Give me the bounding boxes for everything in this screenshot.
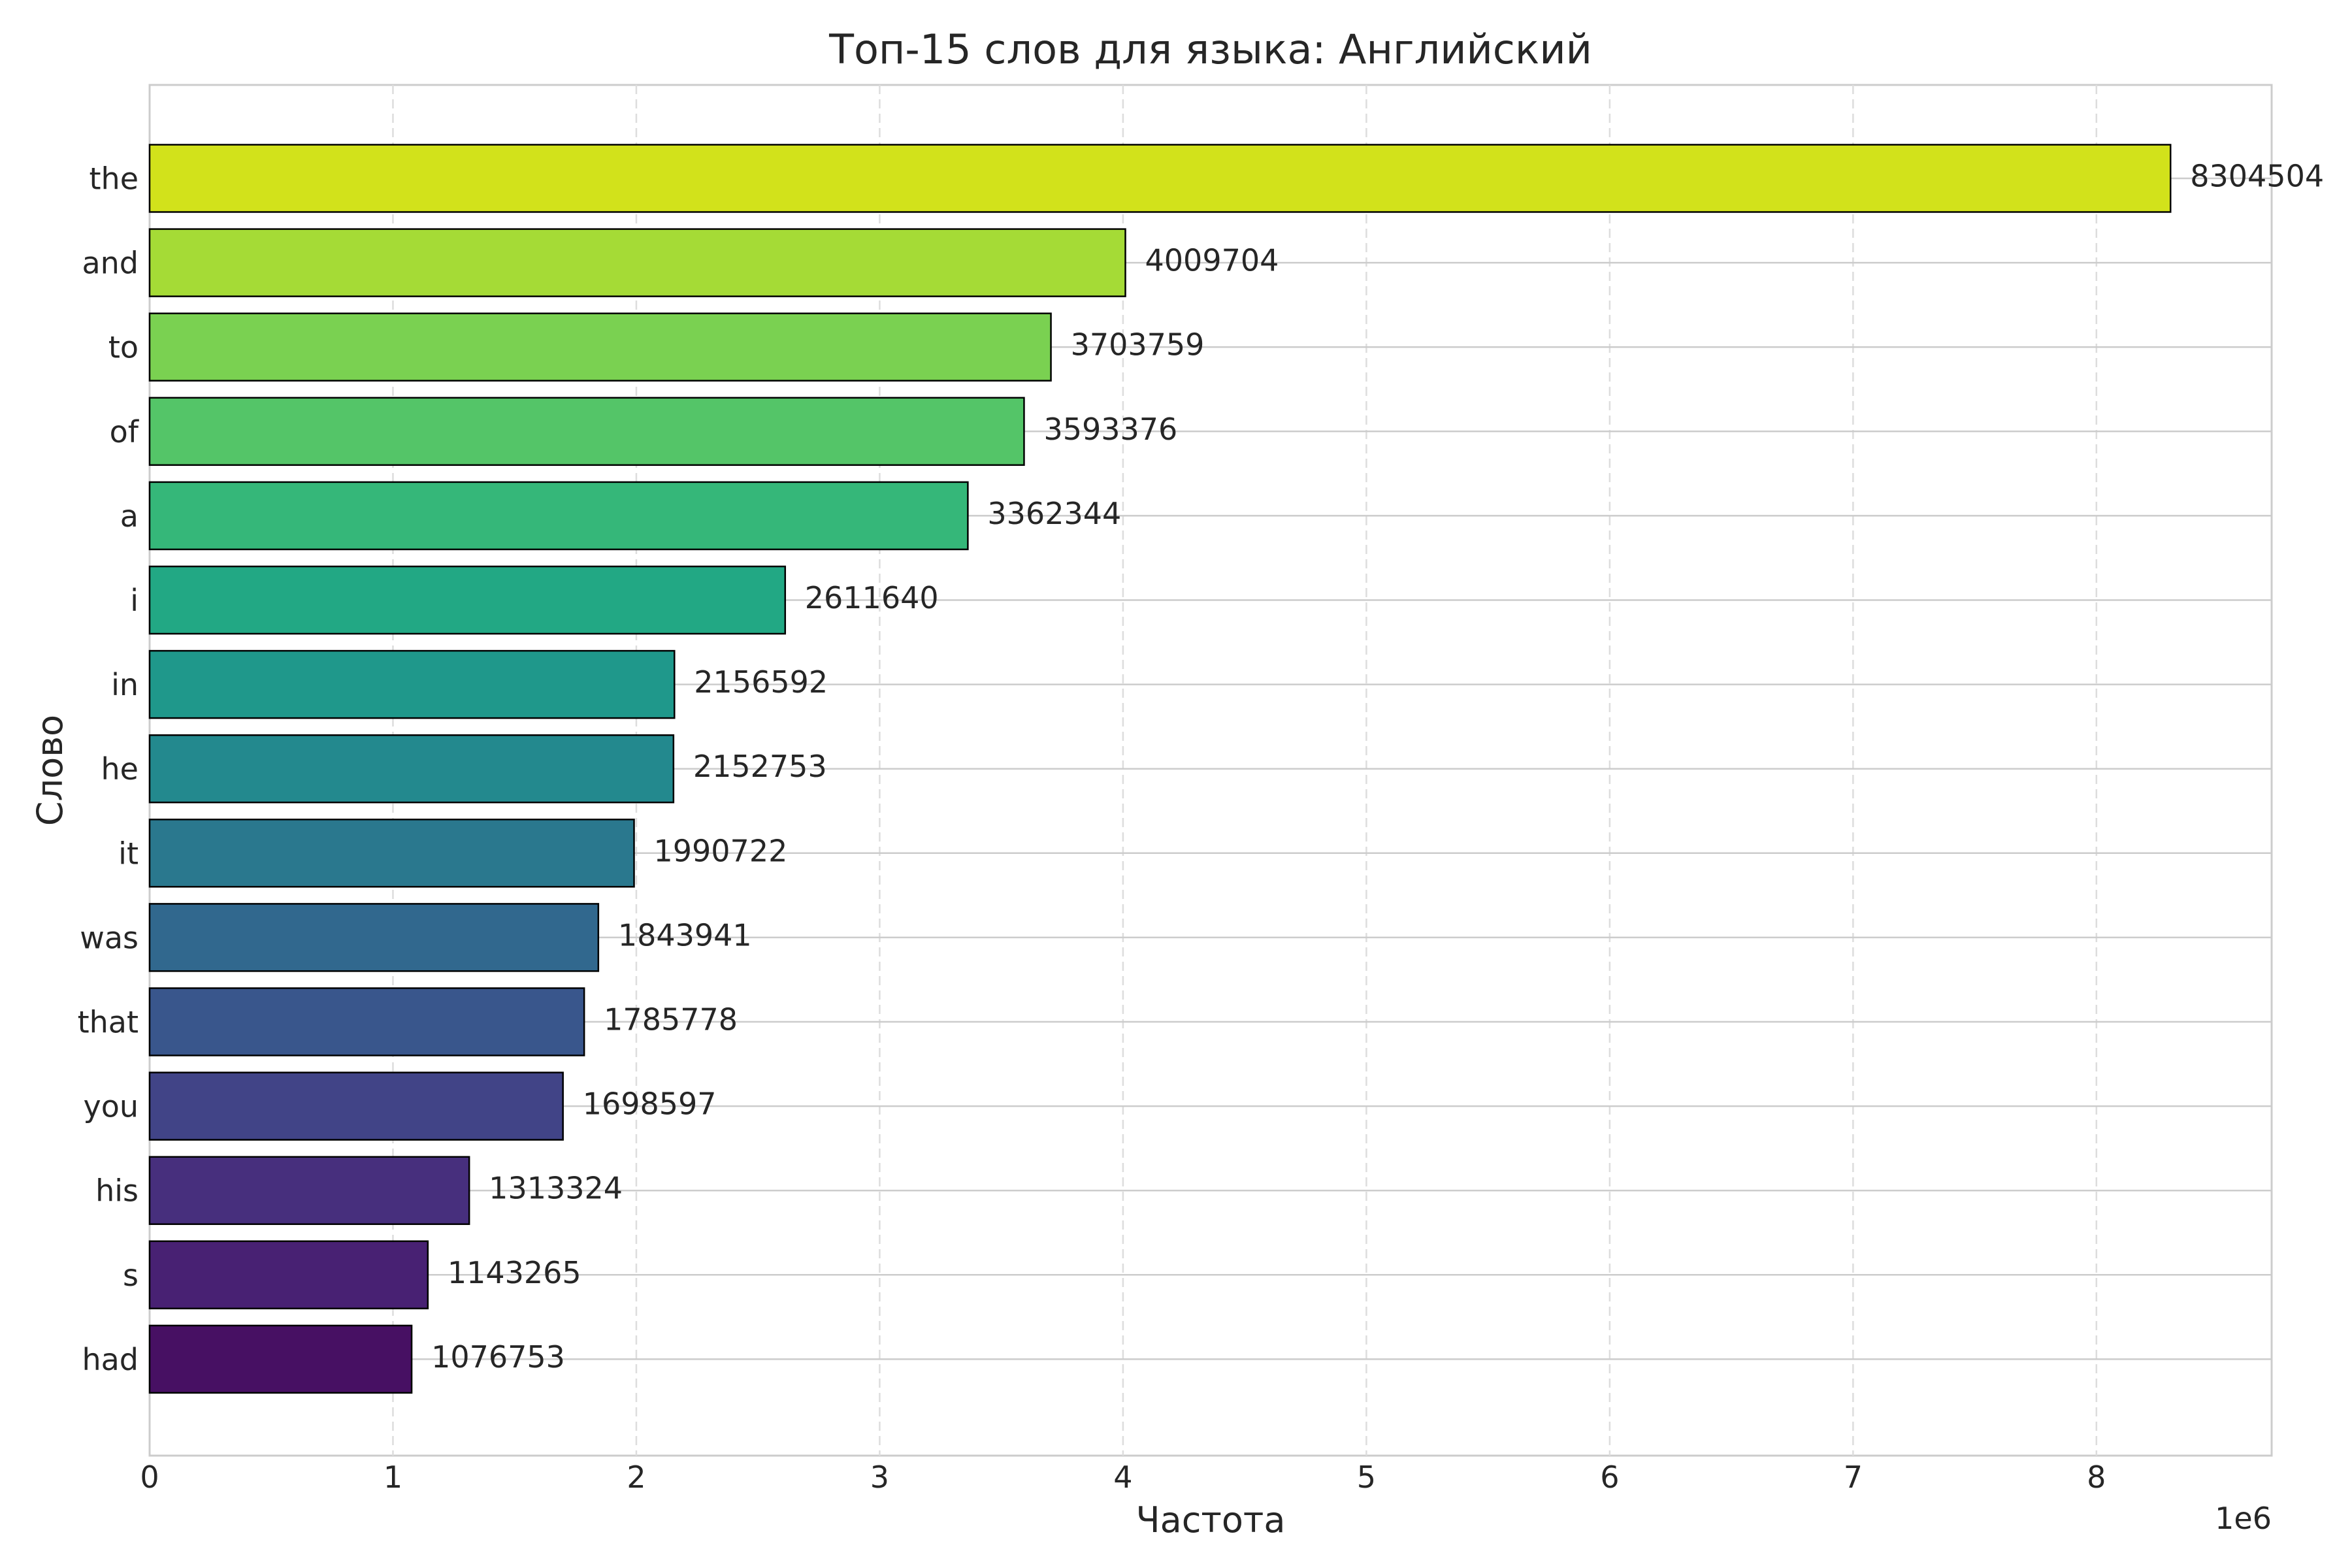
bar-value-label: 2152753 (693, 749, 827, 784)
bar-value-label: 1698597 (583, 1086, 717, 1122)
bar (148, 1324, 413, 1394)
bar (148, 397, 1025, 466)
y-tick-label: was (80, 920, 139, 955)
bar (148, 1156, 470, 1225)
x-tick-label: 6 (1600, 1460, 1619, 1495)
x-axis-offset-label: 1e6 (2215, 1501, 2272, 1536)
x-tick-label: 3 (870, 1460, 889, 1495)
y-tick-label: and (82, 246, 139, 281)
x-tick-label: 8 (2087, 1460, 2106, 1495)
y-tick-label: s (123, 1258, 139, 1293)
bar (148, 903, 600, 972)
y-tick-label: i (130, 583, 139, 618)
x-tick-label: 1 (384, 1460, 402, 1495)
bar (148, 228, 1126, 297)
bar-value-label: 4009704 (1145, 243, 1279, 278)
y-tick-label: of (110, 414, 140, 449)
y-tick-labels: the and to of a i in he it was that you his s had (78, 161, 140, 1377)
bar-value-label: 3703759 (1071, 327, 1205, 363)
y-tick-label: the (90, 161, 139, 197)
bar-value-label: 1143265 (448, 1255, 581, 1290)
bar-value-label: 2611640 (805, 580, 939, 615)
bar-value-label: 1313324 (489, 1171, 623, 1206)
x-axis-label: Частота (1136, 1499, 1286, 1541)
x-tick-label: 5 (1357, 1460, 1376, 1495)
bar (148, 987, 585, 1056)
y-tick-label: his (95, 1173, 139, 1209)
bar-value-label: 1990722 (653, 833, 787, 868)
bar (148, 1240, 429, 1310)
x-tick-label: 2 (627, 1460, 645, 1495)
bar (148, 649, 676, 719)
bar (148, 312, 1052, 382)
bar-value-label: 3593376 (1043, 412, 1177, 447)
x-tick-label: 4 (1113, 1460, 1132, 1495)
bar (148, 565, 787, 635)
bars (148, 144, 2172, 1394)
y-tick-label: in (111, 667, 139, 702)
y-tick-label: that (78, 1005, 139, 1040)
chart-title: Топ-15 слов для языка: Английский (828, 25, 1592, 73)
bar-value-label: 8304504 (2190, 159, 2324, 194)
y-tick-label: you (83, 1089, 139, 1124)
bar-value-label: 3362344 (987, 496, 1121, 531)
bar (148, 144, 2172, 213)
bar-value-label: 1076753 (431, 1339, 565, 1375)
bar-value-label: 1843941 (618, 917, 752, 953)
y-tick-label: it (118, 836, 139, 871)
bar (148, 734, 675, 804)
x-tick-labels: 0 1 2 3 4 5 6 7 8 (140, 1460, 2106, 1495)
bar (148, 819, 635, 888)
y-tick-label: had (82, 1342, 139, 1377)
x-tick-label: 7 (1844, 1460, 1863, 1495)
y-tick-label: to (108, 330, 139, 365)
x-tick-label: 0 (140, 1460, 159, 1495)
data-labels: 8304504 4009704 3703759 3593376 3362344 26116… (431, 159, 2324, 1375)
bar-value-label: 2156592 (694, 664, 828, 700)
y-tick-label: he (101, 751, 139, 787)
bar (148, 481, 969, 551)
y-axis-label: Слово (29, 715, 71, 826)
bar (148, 1071, 564, 1141)
y-tick-label: a (120, 498, 139, 534)
bar-value-label: 1785778 (604, 1002, 738, 1037)
